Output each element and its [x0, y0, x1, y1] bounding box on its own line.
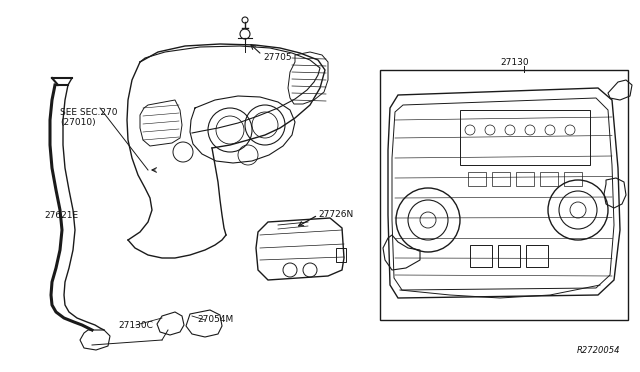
Text: 27705: 27705	[263, 52, 292, 61]
Bar	[492, 172, 510, 186]
Text: SEE SEC.270
(27010): SEE SEC.270 (27010)	[60, 108, 118, 127]
Bar	[336, 248, 346, 262]
Bar	[380, 70, 628, 320]
Text: R2720054: R2720054	[577, 346, 620, 355]
Text: 27130: 27130	[500, 58, 529, 67]
Bar	[526, 245, 548, 267]
Bar	[470, 245, 492, 267]
Bar	[540, 172, 558, 186]
Bar	[564, 172, 582, 186]
Bar	[498, 245, 520, 267]
Text: 27726N: 27726N	[318, 209, 353, 218]
Bar	[460, 110, 590, 165]
Text: 27621E: 27621E	[44, 211, 78, 219]
Text: 27130C: 27130C	[118, 321, 153, 330]
Bar	[468, 172, 486, 186]
Bar	[516, 172, 534, 186]
Text: 27054M: 27054M	[197, 315, 233, 324]
